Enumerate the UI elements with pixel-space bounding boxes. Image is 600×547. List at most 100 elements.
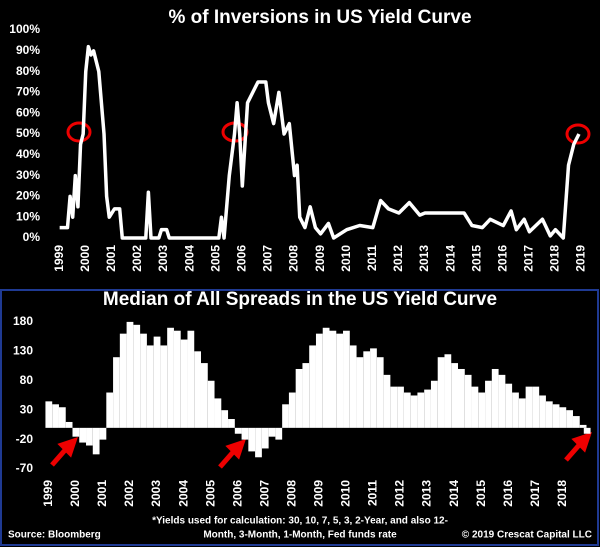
bar — [58, 407, 66, 428]
x-tick-label: 2005 — [203, 480, 217, 507]
bar — [532, 386, 540, 428]
x-tick-label: 2018 — [548, 245, 562, 272]
bar — [505, 383, 513, 428]
x-tick-label: 2009 — [313, 245, 327, 272]
bar — [349, 345, 357, 428]
bar — [552, 404, 560, 428]
x-tick-label: 2013 — [417, 245, 431, 272]
y-tick-label: 30% — [16, 168, 40, 182]
bar — [363, 351, 371, 428]
bar — [288, 392, 296, 428]
bar — [180, 339, 188, 428]
chart-title: % of Inversions in US Yield Curve — [168, 7, 471, 28]
bar — [572, 416, 580, 428]
bar — [322, 327, 330, 428]
bar — [153, 336, 161, 428]
bar — [282, 404, 289, 428]
bar — [228, 419, 235, 428]
bar — [268, 427, 276, 437]
bar — [343, 330, 350, 428]
arrows — [50, 432, 592, 469]
x-tick-label: 2005 — [208, 245, 222, 272]
bar — [214, 398, 222, 428]
footnote: *Yields used for calculation: 30, 10, 7,… — [152, 516, 448, 527]
bar — [99, 427, 107, 440]
bar — [376, 357, 384, 428]
x-tick-label: 2011 — [366, 480, 380, 506]
x-tick-label: 2000 — [68, 480, 82, 507]
x-tick-label: 2001 — [95, 480, 109, 507]
bar — [410, 395, 418, 428]
y-tick-label: 10% — [16, 209, 40, 223]
bar — [221, 410, 229, 428]
bar — [140, 333, 147, 428]
footnote: Month, 3-Month, 1-Month, Fed funds rate — [203, 530, 397, 541]
x-tick-label: 2014 — [447, 480, 461, 507]
highlight-circle — [565, 123, 591, 145]
x-tick-label: 2012 — [391, 245, 405, 272]
source: Source: Bloomberg — [8, 530, 101, 541]
bar — [397, 386, 404, 428]
x-tick-label: 2017 — [528, 480, 542, 507]
bar — [518, 398, 526, 428]
bar — [119, 333, 127, 428]
bar — [45, 401, 53, 428]
arrow — [50, 437, 78, 467]
bar — [261, 427, 269, 449]
bar — [295, 368, 303, 428]
bar — [86, 427, 93, 446]
bar — [430, 380, 438, 428]
x-tick-label: 2013 — [420, 480, 434, 507]
y-tick-label: 40% — [16, 147, 40, 161]
bar — [444, 354, 452, 428]
bar — [248, 427, 256, 452]
y-tick-label: 130 — [13, 343, 33, 357]
y-tick-label: 90% — [16, 43, 40, 57]
bar — [160, 345, 168, 428]
x-tick-label: 2009 — [312, 480, 326, 507]
x-tick-label: 2002 — [122, 480, 136, 507]
x-tick-label: 2008 — [284, 480, 298, 507]
bar — [113, 357, 120, 428]
x-tick-label: 2007 — [257, 480, 271, 507]
bar — [79, 427, 87, 443]
bar — [234, 427, 242, 434]
bar — [336, 333, 344, 428]
bar — [309, 345, 316, 428]
bar — [583, 427, 591, 434]
y-tick-label: 70% — [16, 85, 40, 99]
bar — [498, 374, 506, 428]
x-tick-label: 2003 — [149, 480, 163, 507]
credit: © 2019 Crescat Capital LLC — [462, 530, 592, 541]
x-tick-label: 2007 — [261, 245, 275, 272]
y-tick-label: 80 — [20, 373, 34, 387]
x-tick-label: 2019 — [574, 245, 588, 272]
x-tick-label: 2016 — [501, 480, 515, 507]
bar — [329, 330, 337, 428]
bar — [187, 330, 195, 428]
y-tick-label: 80% — [16, 64, 40, 78]
bar — [255, 427, 262, 458]
x-tick-label: 2001 — [104, 245, 118, 272]
bar — [370, 348, 377, 428]
bar — [315, 333, 323, 428]
bar — [173, 330, 181, 428]
chart-title: Median of All Spreads in the US Yield Cu… — [103, 289, 497, 310]
bar — [52, 404, 59, 428]
x-tick-label: 2017 — [522, 245, 536, 272]
bar — [545, 401, 553, 428]
data-line — [59, 44, 581, 240]
y-tick-label: 50% — [16, 126, 40, 140]
x-tick-label: 2014 — [443, 245, 457, 272]
bar — [559, 407, 567, 428]
bar — [403, 392, 411, 428]
x-tick-label: 2006 — [230, 480, 244, 507]
bar — [512, 392, 519, 428]
x-tick-label: 2003 — [156, 245, 170, 272]
panel-border — [0, 289, 599, 546]
bar — [566, 410, 573, 428]
bar — [356, 357, 364, 428]
y-tick-label: 30 — [20, 402, 34, 416]
y-tick-label: 20% — [16, 189, 40, 203]
bar — [383, 374, 391, 428]
